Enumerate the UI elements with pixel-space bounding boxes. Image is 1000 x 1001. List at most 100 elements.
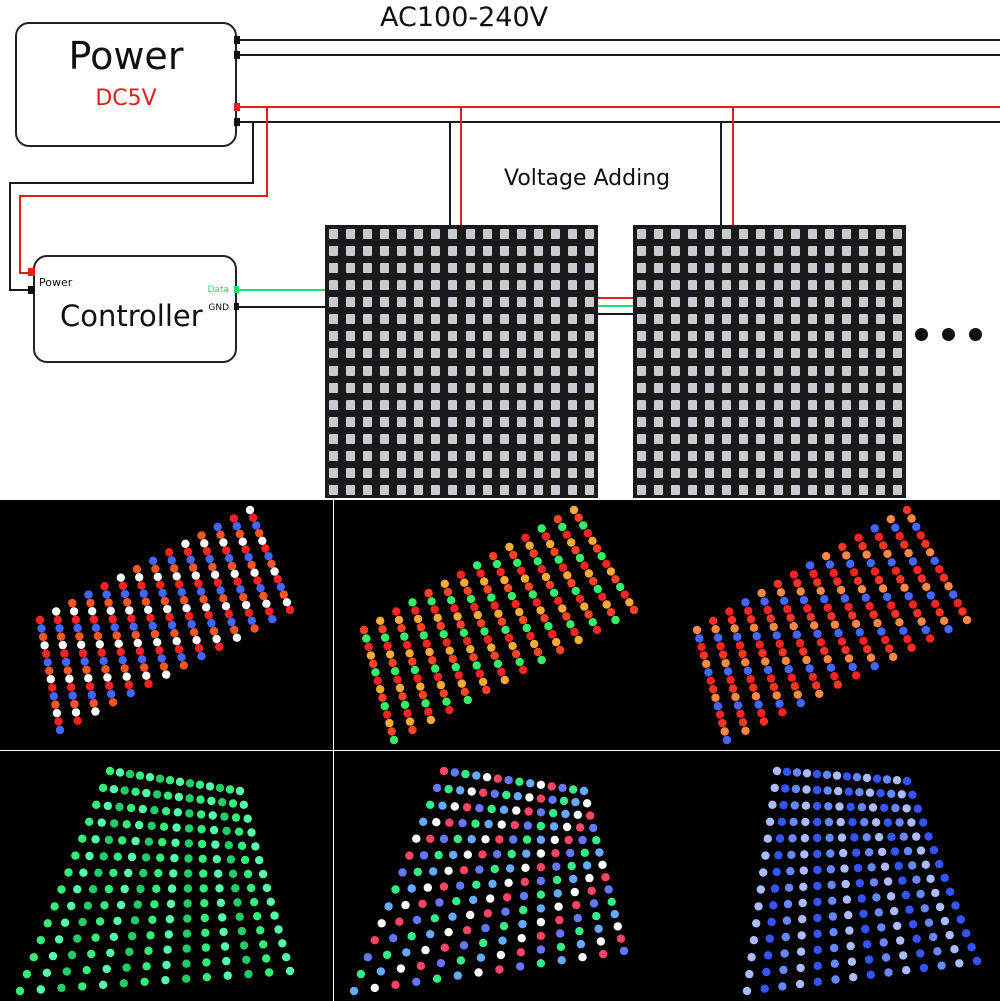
lit-led [796, 698, 805, 708]
lit-led [497, 667, 506, 677]
lit-led [92, 800, 101, 809]
led-pixel [654, 229, 664, 239]
led-pixel [739, 314, 749, 325]
lit-led [868, 803, 878, 812]
lit-led [573, 810, 582, 819]
lit-led [396, 964, 406, 973]
lit-led [240, 855, 250, 865]
lit-led [512, 806, 521, 815]
led-pixel [448, 399, 458, 410]
led-pixel [533, 331, 543, 342]
lit-led [902, 776, 912, 786]
lit-led [569, 785, 578, 794]
led-pixel [756, 382, 766, 393]
lit-led [552, 637, 561, 647]
led-pixel [756, 263, 766, 274]
link-pos [598, 297, 634, 299]
lit-led [813, 897, 822, 907]
lit-led [513, 558, 522, 567]
lit-led [929, 846, 939, 855]
led-pixel [431, 229, 441, 239]
lit-led [874, 532, 884, 542]
lit-led [869, 878, 879, 887]
lit-led [908, 920, 918, 929]
led-pixel [465, 331, 475, 342]
led-pixel [756, 229, 766, 239]
lit-led [408, 657, 417, 666]
lit-led [718, 718, 727, 728]
photo-2 [334, 500, 667, 750]
led-pixel [824, 399, 834, 410]
lit-led [43, 658, 52, 667]
lit-led [58, 640, 67, 650]
lit-led [532, 598, 541, 607]
led-pixel [380, 484, 390, 495]
led-pixel [892, 314, 902, 325]
lit-led [267, 559, 276, 568]
led-pixel [584, 467, 594, 478]
lit-led [153, 638, 162, 647]
lit-led [94, 868, 103, 877]
lit-led [174, 792, 184, 802]
lit-led [233, 898, 242, 907]
lit-led [602, 600, 611, 609]
lit-led [867, 863, 876, 872]
lit-led [479, 788, 488, 797]
led-pixel [363, 263, 373, 274]
lit-led [547, 782, 556, 791]
lit-led [109, 932, 119, 942]
lit-led [472, 771, 481, 780]
led-pixel [329, 467, 338, 478]
led-pixel [739, 229, 749, 239]
lit-led [763, 951, 773, 960]
lit-led [846, 802, 855, 812]
lit-led [177, 588, 186, 597]
led-pixel [533, 297, 543, 308]
led-pixel [448, 433, 458, 444]
lit-led [830, 943, 839, 953]
lit-led [921, 860, 930, 869]
lit-led [859, 909, 868, 918]
led-pixel [482, 314, 492, 325]
lit-led [202, 958, 211, 967]
lit-led [881, 635, 890, 645]
led-pixel [722, 382, 732, 393]
lit-led [548, 795, 557, 804]
lit-led [962, 615, 972, 625]
led-pixel [516, 246, 526, 257]
lit-led [64, 868, 73, 877]
led-pixel [824, 433, 834, 444]
lit-led [84, 590, 93, 599]
lit-led [356, 969, 366, 979]
led-pixel [550, 229, 560, 239]
lit-led [189, 628, 199, 637]
lit-led [893, 921, 902, 931]
lit-led [391, 885, 400, 894]
lit-led [383, 641, 392, 651]
lit-led [870, 567, 880, 576]
lit-led [546, 539, 555, 549]
lit-led [141, 597, 151, 606]
lit-led [104, 598, 113, 607]
led-pixel [790, 263, 800, 274]
lit-led [202, 603, 211, 612]
lit-led [813, 849, 822, 859]
lit-led [557, 956, 566, 965]
lit-led [616, 934, 626, 943]
lit-led [813, 833, 822, 843]
lit-led [232, 522, 241, 531]
led-pixel [637, 484, 646, 495]
lit-led [487, 804, 496, 814]
led-pixel [773, 263, 783, 274]
lit-led [738, 649, 747, 658]
led-pixel [688, 416, 698, 427]
led-pixel [397, 399, 407, 410]
lit-led [445, 705, 454, 715]
lit-led [408, 725, 417, 735]
lit-led [231, 813, 241, 822]
led-pixel [380, 433, 390, 444]
led-pixel [824, 450, 834, 461]
led-pixel [465, 450, 475, 461]
lit-led [467, 835, 476, 844]
lit-led [73, 885, 82, 894]
